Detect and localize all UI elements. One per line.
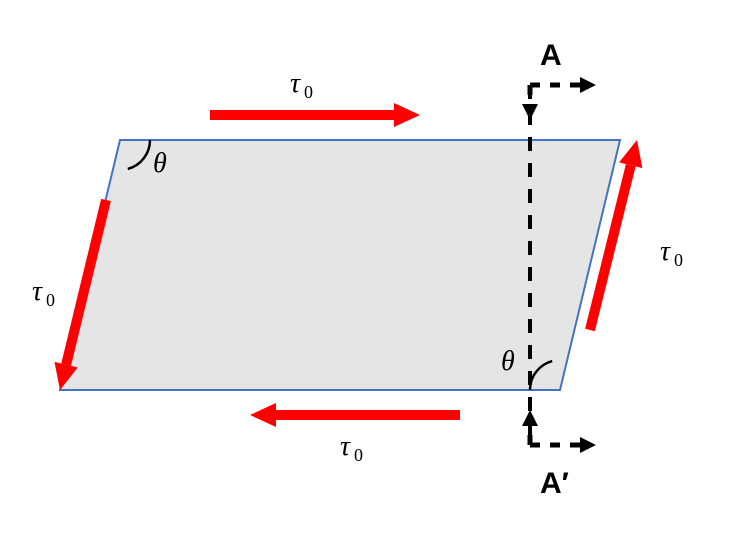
tau-label-top: τ <box>290 68 301 99</box>
tau-sub-top: 0 <box>304 82 313 102</box>
tau-sub-left: 0 <box>46 290 55 310</box>
section-label-a: A <box>540 39 562 72</box>
theta-label-bottom-right: θ <box>501 346 515 377</box>
tau-sub-bottom: 0 <box>354 445 363 465</box>
tau-sub-right: 0 <box>674 250 683 270</box>
shear-parallelogram <box>60 140 620 390</box>
section-label-a-prime: A′ <box>540 467 569 500</box>
theta-label-top-left: θ <box>153 148 167 179</box>
tau-label-right: τ <box>660 236 671 267</box>
tau-label-left: τ <box>32 276 43 307</box>
tau-label-bottom: τ <box>340 431 351 462</box>
